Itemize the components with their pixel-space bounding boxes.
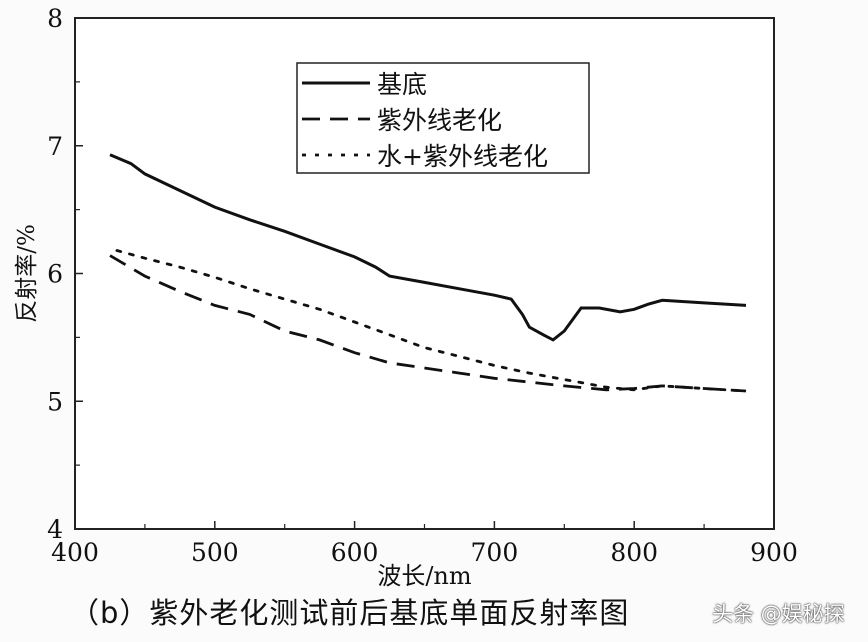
y-tick-label: 7 [47, 132, 63, 161]
x-tick-label: 800 [610, 538, 658, 567]
x-tick-label: 900 [750, 538, 798, 567]
watermark: 头条 @娱秘探 [712, 602, 845, 626]
y-tick-label: 8 [47, 4, 63, 33]
series-line-2 [115, 249, 748, 393]
legend-label: 水+紫外线老化 [377, 142, 548, 171]
legend-label: 紫外线老化 [377, 106, 502, 135]
figure-caption: （b）紫外老化测试前后基底单面反射率图 [70, 596, 630, 630]
y-tick-label: 6 [47, 260, 63, 289]
x-tick-label: 700 [471, 538, 519, 567]
x-axis-label: 波长/nm [377, 562, 472, 590]
y-tick-label: 4 [47, 515, 63, 544]
x-tick-label: 400 [51, 538, 99, 567]
x-tick-label: 600 [331, 538, 379, 567]
y-tick-label: 5 [47, 387, 63, 416]
y-axis-label: 反射率/% [14, 224, 40, 323]
legend-label: 基底 [377, 70, 427, 99]
x-tick-label: 500 [191, 538, 239, 567]
series-line-0 [109, 153, 747, 342]
